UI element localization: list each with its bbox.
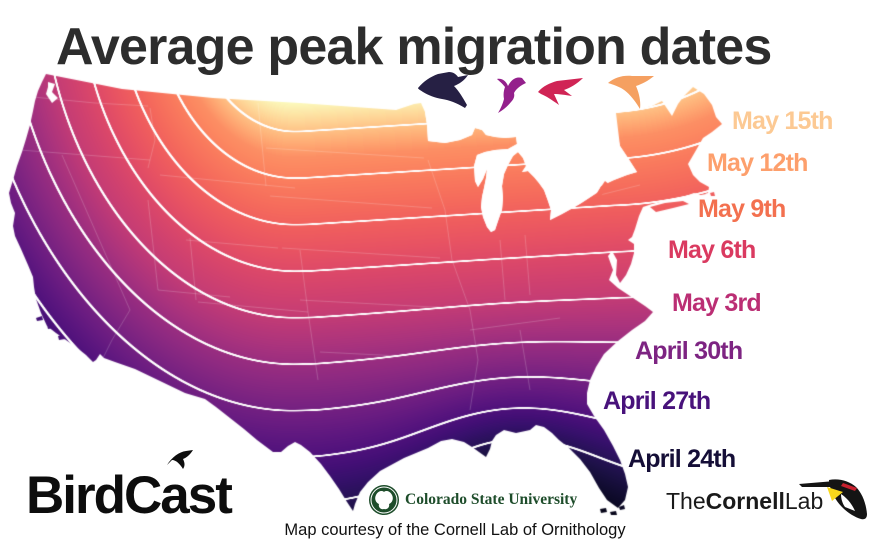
svg-text:Colorado State University: Colorado State University bbox=[405, 491, 577, 508]
